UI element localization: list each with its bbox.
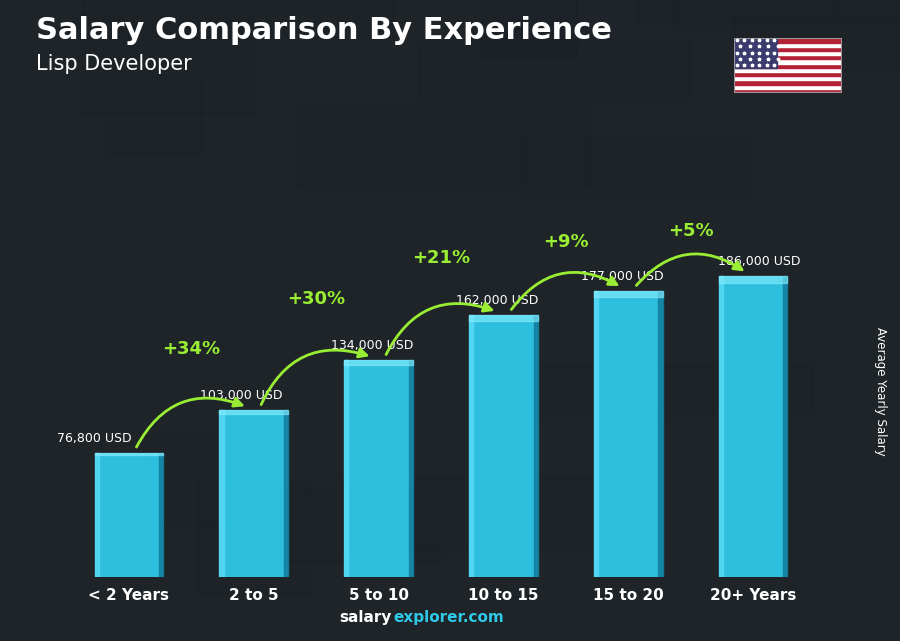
Bar <box>754 46 870 146</box>
Bar <box>719 276 788 283</box>
Bar <box>593 283 900 331</box>
Bar <box>736 526 900 633</box>
Bar <box>734 85 842 88</box>
Bar <box>382 0 609 93</box>
Bar <box>53 0 205 21</box>
Bar <box>94 453 99 577</box>
Bar <box>229 326 467 386</box>
Text: salary: salary <box>339 610 392 625</box>
Text: explorer.com: explorer.com <box>393 610 504 625</box>
Bar <box>734 68 842 72</box>
Bar <box>834 445 900 499</box>
Bar <box>783 276 788 577</box>
Bar <box>719 276 788 577</box>
Bar <box>734 88 842 93</box>
Bar <box>734 80 842 85</box>
Bar <box>534 315 538 577</box>
Text: 177,000 USD: 177,000 USD <box>580 270 663 283</box>
Bar <box>469 315 473 577</box>
Bar <box>284 410 288 577</box>
Bar <box>734 63 842 68</box>
Bar <box>734 38 777 68</box>
Bar <box>220 410 288 414</box>
Bar <box>655 195 900 240</box>
Bar <box>224 369 366 473</box>
Bar <box>409 360 413 577</box>
Bar <box>469 315 538 577</box>
Text: +5%: +5% <box>668 222 714 240</box>
Bar <box>274 424 379 552</box>
Bar <box>344 360 413 577</box>
Bar <box>159 453 163 577</box>
Text: Average Yearly Salary: Average Yearly Salary <box>874 327 886 455</box>
Bar <box>869 447 900 550</box>
Text: +34%: +34% <box>162 340 220 358</box>
Bar <box>387 237 486 304</box>
Bar <box>81 349 195 388</box>
Bar <box>594 291 662 297</box>
Bar <box>734 72 842 76</box>
Bar <box>94 453 163 456</box>
Bar <box>29 441 131 494</box>
Text: +9%: +9% <box>543 233 589 251</box>
Text: Salary Comparison By Experience: Salary Comparison By Experience <box>36 16 612 45</box>
Bar <box>382 512 588 587</box>
Bar <box>734 43 842 47</box>
Text: 76,800 USD: 76,800 USD <box>57 431 131 445</box>
Bar <box>659 291 662 577</box>
Bar <box>734 76 842 80</box>
Bar <box>286 481 396 528</box>
Bar <box>220 410 288 577</box>
Bar <box>344 360 348 577</box>
Bar <box>734 38 842 43</box>
Text: Lisp Developer: Lisp Developer <box>36 54 192 74</box>
Bar <box>346 31 579 141</box>
Text: +21%: +21% <box>412 249 470 267</box>
Bar <box>594 291 598 577</box>
Bar <box>547 272 642 308</box>
Bar <box>495 110 701 166</box>
Text: +30%: +30% <box>287 290 346 308</box>
Bar <box>594 291 662 577</box>
Text: 103,000 USD: 103,000 USD <box>200 389 283 403</box>
Text: 186,000 USD: 186,000 USD <box>718 255 801 268</box>
Text: 162,000 USD: 162,000 USD <box>456 294 538 307</box>
Bar <box>734 51 842 55</box>
Bar <box>220 410 223 577</box>
Bar <box>734 60 842 63</box>
Bar <box>734 55 842 60</box>
Bar <box>469 315 538 320</box>
Text: 134,000 USD: 134,000 USD <box>331 339 413 352</box>
Bar <box>344 360 413 365</box>
Bar <box>151 144 507 225</box>
Bar <box>734 47 842 51</box>
Bar <box>94 453 163 577</box>
Bar <box>719 276 723 577</box>
